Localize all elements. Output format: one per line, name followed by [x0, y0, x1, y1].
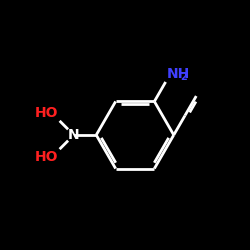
Text: 2: 2	[180, 72, 187, 83]
Text: N: N	[68, 128, 80, 142]
Text: HO: HO	[35, 106, 58, 120]
Text: HO: HO	[35, 150, 58, 164]
Text: NH: NH	[167, 67, 190, 81]
